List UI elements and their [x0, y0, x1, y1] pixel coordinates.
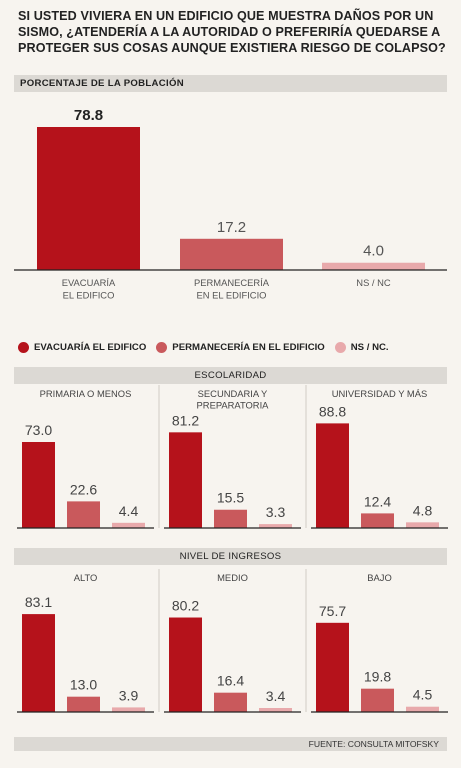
panel-subtitle: PRIMARIA O MENOS	[40, 388, 132, 399]
bar	[112, 707, 145, 712]
bar	[361, 688, 394, 712]
data-label: 3.9	[119, 687, 139, 703]
bar	[37, 127, 140, 270]
data-label: 17.2	[217, 219, 246, 236]
legend: EVACUARÍA EL EDIFICO PERMANECERÍA EN EL …	[18, 337, 399, 357]
data-label: 4.5	[413, 687, 433, 703]
panel-subtitle: BAJO	[367, 572, 392, 583]
bar	[406, 706, 439, 712]
bar	[316, 423, 349, 528]
bar	[259, 524, 292, 528]
data-label: 88.8	[319, 403, 346, 419]
main-chart-header: PORCENTAJE DE LA POBLACIÓN	[14, 75, 447, 92]
data-label: 75.7	[319, 603, 346, 619]
data-label: 15.5	[217, 490, 244, 506]
data-label: 83.1	[25, 594, 52, 610]
data-label: 4.4	[119, 503, 139, 519]
bar	[322, 262, 425, 270]
category-label: EVACUARÍA	[62, 277, 116, 288]
data-label: 3.4	[266, 688, 286, 704]
section-header-ingresos: NIVEL DE INGRESOS	[14, 548, 447, 565]
legend-label: NS / NC.	[350, 341, 389, 353]
data-label: 3.3	[266, 504, 286, 520]
bar	[361, 513, 394, 528]
legend-item-nsnc: NS / NC.	[334, 341, 389, 353]
bar	[22, 614, 55, 712]
data-label: 16.4	[217, 673, 244, 689]
bar	[22, 442, 55, 528]
data-label: 12.4	[364, 493, 391, 509]
bar	[169, 432, 202, 528]
panel-subtitle: MEDIO	[217, 572, 248, 583]
data-label: 80.2	[172, 598, 199, 614]
category-label: NS / NC	[356, 277, 391, 288]
bar	[406, 522, 439, 528]
legend-swatch-icon	[18, 341, 29, 353]
category-label: EL EDIFICO	[63, 290, 115, 301]
bar	[316, 622, 349, 712]
data-label: 4.0	[363, 243, 384, 260]
bar	[67, 696, 100, 712]
legend-item-evacuaria: EVACUARÍA EL EDIFICO	[18, 341, 147, 353]
bar	[169, 617, 202, 712]
chart-title: SI USTED VIVIERA EN UN EDIFICIO QUE MUES…	[18, 9, 446, 55]
bar	[112, 522, 145, 528]
legend-label: PERMANECERÍA EN EL EDIFICIO	[172, 341, 325, 353]
data-label: 22.6	[70, 481, 97, 497]
data-label: 81.2	[172, 412, 199, 428]
section-header-escolaridad: ESCOLARIDAD	[14, 367, 447, 384]
panel-subtitle: ALTO	[74, 572, 98, 583]
bar	[259, 707, 292, 712]
data-label: 78.8	[74, 107, 103, 124]
bar	[214, 692, 247, 712]
category-label: PERMANECERÍA	[194, 277, 270, 288]
source-note: FUENTE: CONSULTA MITOFSKY	[14, 737, 447, 751]
panel-subtitle: SECUNDARIA Y	[198, 388, 268, 399]
data-label: 13.0	[70, 677, 97, 693]
legend-swatch-icon	[334, 341, 346, 353]
panel-subtitle: PREPARATORIA	[197, 400, 270, 411]
bar	[67, 501, 100, 528]
legend-item-permaneceria: PERMANECERÍA EN EL EDIFICIO	[156, 341, 325, 353]
data-label: 19.8	[364, 669, 391, 685]
data-label: 4.8	[413, 502, 433, 518]
data-label: 73.0	[25, 422, 52, 438]
category-label: EN EL EDIFICIO	[197, 290, 267, 301]
bar	[214, 509, 247, 528]
legend-label: EVACUARÍA EL EDIFICO	[34, 341, 147, 353]
bar	[180, 238, 283, 270]
panel-subtitle: UNIVERSIDAD Y MÁS	[332, 388, 428, 399]
legend-swatch-icon	[156, 341, 168, 353]
